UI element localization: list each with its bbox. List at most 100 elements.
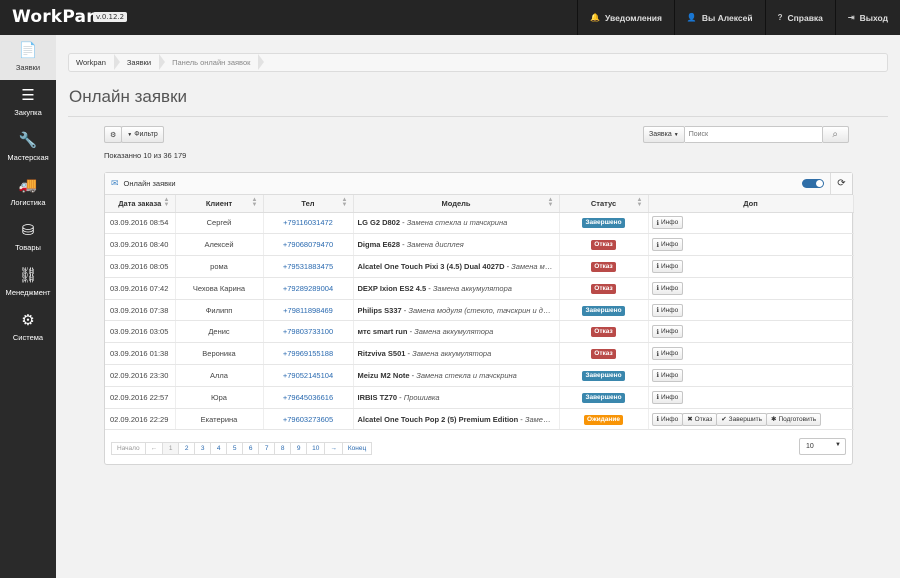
client-name: Екатерина bbox=[175, 408, 264, 431]
info-icon: ℹ bbox=[656, 285, 659, 293]
topnav-help[interactable]: ? Справка bbox=[764, 0, 835, 35]
sidebar-item-masterskaya[interactable]: 🔧 Мастерская bbox=[0, 125, 56, 170]
sidebar-item-logistika[interactable]: 🚚 Логистика bbox=[0, 170, 56, 215]
info-button[interactable]: ℹ Инфо bbox=[651, 325, 684, 339]
status-cell: Отказ bbox=[559, 255, 649, 278]
page-link[interactable]: 10 bbox=[306, 442, 326, 455]
table-row: 03.09.2016 08:40 Алексей +79068079470 Digma… bbox=[105, 233, 854, 257]
prepare-button[interactable]: ✱ Подготовить bbox=[766, 412, 822, 426]
column-header[interactable]: Клиент ▲ ▼ bbox=[175, 195, 264, 213]
search-group: Заявка ▼ ⌕ bbox=[643, 126, 849, 143]
caret-down-icon: ▼ bbox=[673, 131, 679, 138]
phone-link[interactable]: +79969155188 bbox=[263, 342, 354, 366]
status-cell: Завершено bbox=[559, 364, 649, 387]
sidebar-item-menedzhment[interactable]: ⛓ Менеджмент bbox=[0, 260, 56, 305]
filter-button[interactable]: ▼ Фильтр bbox=[121, 126, 164, 143]
model-name: Meizu M2 Note bbox=[357, 370, 410, 380]
sidebar-item-zayavki[interactable]: 📄 Заявки bbox=[0, 35, 56, 80]
table-row: 03.09.2016 01:38 Вероника +79969155188 Ritz… bbox=[105, 342, 854, 366]
status-cell: Ожидание bbox=[559, 408, 649, 431]
finish-button[interactable]: ✔ Завершить bbox=[716, 412, 768, 426]
phone-link[interactable]: +79531883475 bbox=[263, 255, 354, 278]
client-name: Сергей bbox=[175, 212, 264, 235]
phone-link[interactable]: +79068079470 bbox=[263, 233, 354, 257]
model-cell: IRBIS TZ70 - Прошивка bbox=[353, 386, 560, 409]
page-link[interactable]: 3 bbox=[194, 442, 212, 455]
order-date: 03.09.2016 08:54 bbox=[105, 212, 176, 235]
table-row: 02.09.2016 22:29 Екатерина +79603273605 Alc… bbox=[105, 408, 854, 431]
sidebar-item-tovary[interactable]: ⛁ Товары bbox=[0, 215, 56, 260]
info-label: Инфо bbox=[660, 350, 679, 358]
per-page-select[interactable]: 10 ▼ bbox=[799, 438, 846, 455]
page-link[interactable]: ← bbox=[144, 442, 164, 455]
page-link[interactable]: 9 bbox=[290, 442, 308, 455]
page-link[interactable]: Конец bbox=[341, 442, 373, 455]
status-badge: Завершено bbox=[582, 392, 625, 403]
sidebar-item-sistema[interactable]: ⚙ Система bbox=[0, 305, 56, 350]
info-button[interactable]: ℹ Инфо bbox=[651, 412, 684, 426]
repair-type: Замена стекла и тачскрина bbox=[416, 370, 517, 380]
search-scope-dropdown[interactable]: Заявка ▼ bbox=[643, 126, 685, 143]
sistema-icon: ⚙ bbox=[21, 312, 35, 329]
phone-link[interactable]: +79116031472 bbox=[263, 212, 354, 235]
search-input[interactable] bbox=[684, 126, 822, 143]
phone-link[interactable]: +79645036616 bbox=[263, 386, 354, 409]
page-link[interactable]: → bbox=[324, 442, 343, 455]
status-badge: Ожидание bbox=[584, 414, 623, 425]
breadcrumb-item[interactable]: Workpan bbox=[69, 54, 120, 71]
info-button[interactable]: ℹ Инфо bbox=[651, 347, 684, 361]
phone-link[interactable]: +79052145104 bbox=[263, 364, 354, 387]
repair-type: Замена стекла и тачскрина bbox=[406, 218, 508, 228]
auto-refresh-toggle[interactable] bbox=[802, 179, 824, 188]
column-header[interactable]: Дата заказа ▲ ▼ bbox=[105, 195, 176, 213]
column-header[interactable]: Модель ▲ ▼ bbox=[353, 195, 560, 213]
info-button[interactable]: ℹ Инфо bbox=[651, 390, 684, 404]
repair-type: Замена модуля (стекло, тачскрин и диспле… bbox=[511, 261, 558, 271]
page-link[interactable]: 6 bbox=[242, 442, 260, 455]
model-separator: - bbox=[426, 283, 433, 293]
page-link[interactable]: 7 bbox=[258, 442, 276, 455]
column-header[interactable]: Тел ▲ ▼ bbox=[263, 195, 354, 213]
status-badge: Отказ bbox=[591, 240, 616, 251]
status-cell: Отказ bbox=[559, 277, 649, 300]
page-link[interactable]: 2 bbox=[178, 442, 196, 455]
page-link[interactable]: 5 bbox=[226, 442, 244, 455]
page-link[interactable]: Начало bbox=[111, 442, 146, 455]
info-button[interactable]: ℹ Инфо bbox=[651, 216, 684, 230]
info-button[interactable]: ℹ Инфо bbox=[651, 259, 684, 273]
table-row: 03.09.2016 08:05 рома +79531883475 Alcatel … bbox=[105, 255, 854, 278]
actions-cell: ℹ Инфо bbox=[648, 386, 854, 409]
repair-type: Замена аккумулятора bbox=[414, 327, 494, 337]
info-button[interactable]: ℹ Инфо bbox=[651, 238, 684, 252]
topnav-logout[interactable]: ⇥ Выход bbox=[834, 0, 900, 35]
topnav-label: Выход bbox=[859, 12, 888, 23]
model-name: мтс smart run bbox=[357, 327, 408, 337]
sidebar-item-label: Система bbox=[12, 333, 44, 342]
info-button[interactable]: ℹ Инфо bbox=[651, 368, 684, 382]
column-header[interactable]: Статус ▲ ▼ bbox=[559, 195, 649, 213]
info-button[interactable]: ℹ Инфо bbox=[651, 303, 684, 317]
search-button[interactable]: ⌕ bbox=[821, 126, 849, 143]
page-link[interactable]: 4 bbox=[210, 442, 228, 455]
reject-button[interactable]: ✖ Отказ bbox=[682, 412, 718, 426]
page-link[interactable]: 8 bbox=[274, 442, 292, 455]
topnav-bell[interactable]: 🔔 Уведомления bbox=[577, 0, 674, 35]
topnav-user[interactable]: 👤 Вы Алексей bbox=[673, 0, 765, 35]
phone-link[interactable]: +79803733100 bbox=[263, 320, 354, 344]
logistika-icon: 🚚 bbox=[18, 177, 38, 194]
phone-link[interactable]: +79289289004 bbox=[263, 277, 354, 300]
prepare-label: Подготовить bbox=[778, 415, 817, 423]
sidebar-item-zakupka[interactable]: ☰ Закупка bbox=[0, 80, 56, 125]
brand-logo[interactable]: WorkPan bbox=[12, 7, 99, 27]
settings-button[interactable]: ⚙ bbox=[104, 126, 123, 143]
phone-link[interactable]: +79603273605 bbox=[263, 408, 354, 431]
page-link[interactable]: 1 bbox=[162, 442, 180, 455]
status-cell: Отказ bbox=[559, 342, 649, 366]
repair-type: Замена аккумулятора bbox=[432, 283, 512, 293]
info-button[interactable]: ℹ Инфо bbox=[651, 281, 684, 295]
refresh-button[interactable]: ⟳ bbox=[830, 173, 852, 194]
breadcrumb-item[interactable]: Заявки bbox=[120, 54, 166, 71]
info-icon: ℹ bbox=[656, 328, 659, 336]
sidebar-item-label: Закупка bbox=[14, 108, 42, 117]
phone-link[interactable]: +79811898469 bbox=[263, 299, 354, 322]
